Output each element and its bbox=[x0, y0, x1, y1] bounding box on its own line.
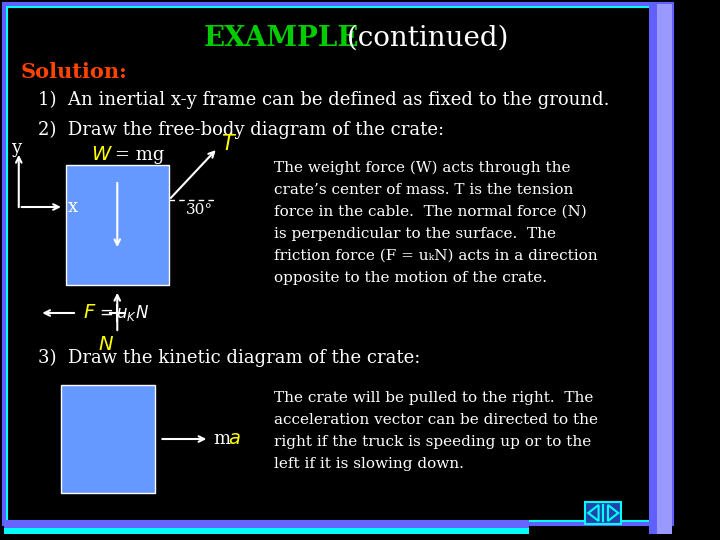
Text: y: y bbox=[11, 139, 21, 157]
Text: crate’s center of mass. T is the tension: crate’s center of mass. T is the tension bbox=[274, 183, 573, 197]
Text: $\mathit{F}$: $\mathit{F}$ bbox=[83, 304, 96, 322]
Bar bbox=[4, 528, 529, 534]
Bar bbox=[657, 4, 672, 534]
Text: 3)  Draw the kinetic diagram of the crate:: 3) Draw the kinetic diagram of the crate… bbox=[37, 349, 420, 367]
Text: 2)  Draw the free-body diagram of the crate:: 2) Draw the free-body diagram of the cra… bbox=[37, 121, 444, 139]
Text: is perpendicular to the surface.  The: is perpendicular to the surface. The bbox=[274, 227, 556, 241]
Text: 30°: 30° bbox=[186, 203, 213, 217]
Text: Solution:: Solution: bbox=[21, 62, 127, 82]
Bar bbox=[585, 502, 621, 524]
Text: (continued): (continued) bbox=[338, 24, 508, 51]
Text: friction force (F = uₖN) acts in a direction: friction force (F = uₖN) acts in a direc… bbox=[274, 249, 598, 263]
Bar bbox=[66, 165, 169, 285]
Text: x: x bbox=[68, 198, 78, 216]
Text: $= u_K N$: $= u_K N$ bbox=[96, 303, 149, 323]
Text: $\mathit{T}$: $\mathit{T}$ bbox=[222, 134, 238, 154]
Bar bbox=[649, 4, 657, 534]
Text: EXAMPLE: EXAMPLE bbox=[204, 24, 359, 51]
Text: acceleration vector can be directed to the: acceleration vector can be directed to t… bbox=[274, 413, 598, 427]
Text: = mg: = mg bbox=[115, 146, 165, 164]
Text: $\mathit{N}$: $\mathit{N}$ bbox=[98, 336, 114, 354]
Text: right if the truck is speeding up or to the: right if the truck is speeding up or to … bbox=[274, 435, 591, 449]
Text: force in the cable.  The normal force (N): force in the cable. The normal force (N) bbox=[274, 205, 587, 219]
Text: $\mathit{a}$: $\mathit{a}$ bbox=[228, 430, 240, 448]
Text: opposite to the motion of the crate.: opposite to the motion of the crate. bbox=[274, 271, 547, 285]
Text: The weight force (W) acts through the: The weight force (W) acts through the bbox=[274, 161, 570, 175]
Text: $\mathit{W}$: $\mathit{W}$ bbox=[91, 146, 112, 164]
Text: The crate will be pulled to the right.  The: The crate will be pulled to the right. T… bbox=[274, 391, 593, 405]
Bar bbox=[61, 385, 155, 493]
Bar bbox=[4, 520, 529, 528]
Text: 1)  An inertial x-y frame can be defined as fixed to the ground.: 1) An inertial x-y frame can be defined … bbox=[37, 91, 609, 109]
Text: m: m bbox=[213, 430, 230, 448]
Text: left if it is slowing down.: left if it is slowing down. bbox=[274, 457, 464, 471]
